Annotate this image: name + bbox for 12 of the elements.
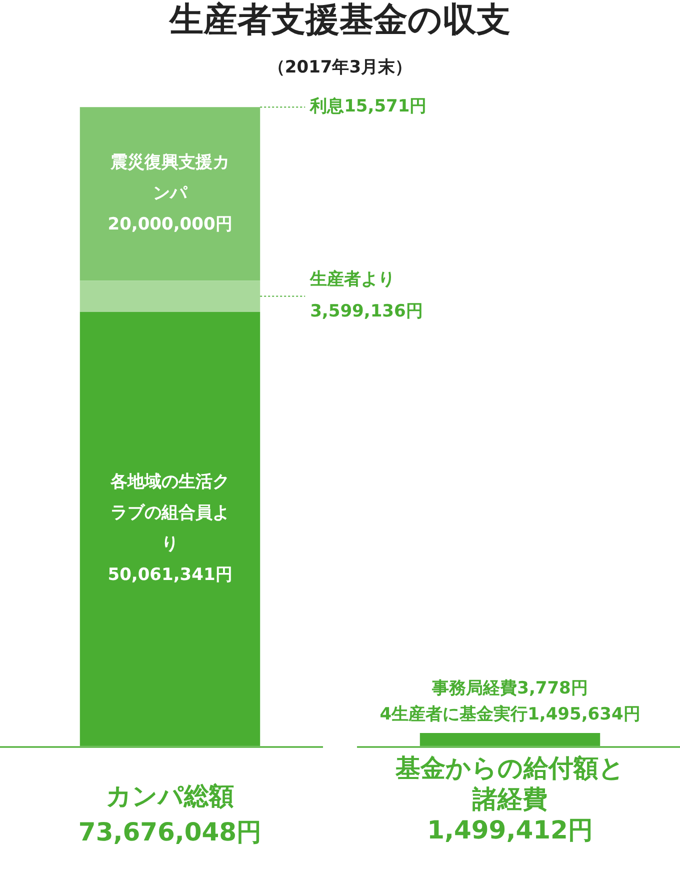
data-label: 事務局経費3,778円 — [431, 678, 588, 698]
total-label: 73,676,048円 — [78, 818, 262, 846]
data-label: 生産者より3,599,136円 — [309, 270, 423, 322]
data-label: 震災復興支援カンパ20,000,000円 — [108, 152, 232, 234]
data-label: 4生産者に基金実行1,495,634円 — [380, 704, 640, 724]
data-label: 利息15,571円 — [309, 96, 427, 116]
x-tick-label: 基金からの給付額と諸経費 — [394, 754, 624, 814]
total-label: 1,499,412円 — [427, 816, 593, 844]
x-tick-label: カンパ総額 — [106, 782, 234, 810]
data-label: 各地域の生活クラブの組合員より50,061,341円 — [108, 472, 232, 585]
chart-subtitle: （2017年3月末） — [268, 57, 412, 78]
chart-title: 生産者支援基金の収支 — [168, 0, 510, 40]
